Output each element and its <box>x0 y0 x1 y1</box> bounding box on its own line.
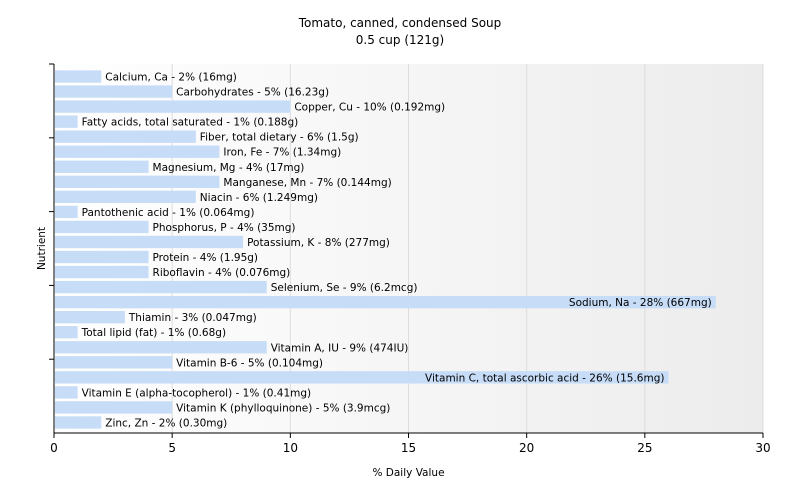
x-tick-label: 25 <box>637 441 652 455</box>
bar <box>55 341 267 354</box>
bar <box>55 145 220 158</box>
bar <box>55 326 78 339</box>
bar <box>55 70 102 83</box>
bar <box>55 295 716 309</box>
bar-label: Total lipid (fat) - 1% (0.68g) <box>81 327 226 339</box>
bar-label: Protein - 4% (1.95g) <box>153 252 259 264</box>
bar <box>55 220 149 234</box>
x-tick-label: 30 <box>755 441 770 455</box>
bar-label: Copper, Cu - 10% (0.192mg) <box>294 102 445 114</box>
x-tick-label: 0 <box>50 441 58 455</box>
bar-label: Magnesium, Mg - 4% (17mg) <box>153 162 305 174</box>
bar-label: Selenium, Se - 9% (6.2mcg) <box>271 282 418 294</box>
chart-subtitle: 0.5 cup (121g) <box>355 33 445 47</box>
bar <box>55 115 78 128</box>
bar-label: Thiamin - 3% (0.047mg) <box>128 312 257 324</box>
bar-label: Vitamin E (alpha-tocopherol) - 1% (0.41m… <box>82 387 312 399</box>
bar-label: Iron, Fe - 7% (1.34mg) <box>223 147 341 159</box>
bar <box>55 175 220 188</box>
bar <box>55 356 173 369</box>
bar-label: Potassium, K - 8% (277mg) <box>247 237 390 249</box>
bar-label: Vitamin C, total ascorbic acid - 26% (15… <box>425 372 664 384</box>
bar <box>55 205 78 219</box>
bar <box>55 190 196 204</box>
bar-label: Sodium, Na - 28% (667mg) <box>569 297 712 309</box>
bar-label: Manganese, Mn - 7% (0.144mg) <box>223 177 391 189</box>
bar-label: Fatty acids, total saturated - 1% (0.188… <box>82 117 299 129</box>
bar <box>55 250 149 264</box>
bar <box>55 265 149 279</box>
x-tick-label: 5 <box>168 441 176 455</box>
bar-label: Pantothenic acid - 1% (0.064mg) <box>82 207 255 219</box>
bar <box>55 386 78 399</box>
bar <box>55 416 102 429</box>
bar <box>55 235 244 249</box>
bar-label: Carbohydrates - 5% (16.23g) <box>176 87 329 99</box>
x-tick-label: 10 <box>283 441 298 455</box>
bar-label: Vitamin A, IU - 9% (474IU) <box>271 342 409 354</box>
bar <box>55 371 669 384</box>
bar <box>55 160 149 173</box>
bar-label: Zinc, Zn - 2% (0.30mg) <box>105 417 227 429</box>
bar-label: Phosphorus, P - 4% (35mg) <box>153 222 296 234</box>
bar <box>55 280 267 294</box>
x-tick-label: 20 <box>519 441 534 455</box>
y-axis-title: Nutrient <box>36 227 48 270</box>
bar-label: Riboflavin - 4% (0.076mg) <box>153 267 291 279</box>
chart-title: Tomato, canned, condensed Soup <box>298 16 502 30</box>
bar-label: Fiber, total dietary - 6% (1.5g) <box>200 132 359 144</box>
bar-label: Vitamin K (phylloquinone) - 5% (3.9mcg) <box>176 402 390 414</box>
bar-label: Niacin - 6% (1.249mg) <box>200 192 318 204</box>
bar <box>55 100 291 113</box>
bar <box>55 130 196 143</box>
bar <box>55 311 125 324</box>
x-tick-label: 15 <box>401 441 416 455</box>
bar <box>55 401 173 414</box>
bar-label: Vitamin B-6 - 5% (0.104mg) <box>176 357 323 369</box>
x-axis-title: % Daily Value <box>372 467 444 479</box>
bar-label: Calcium, Ca - 2% (16mg) <box>105 72 237 84</box>
bar <box>55 85 173 98</box>
